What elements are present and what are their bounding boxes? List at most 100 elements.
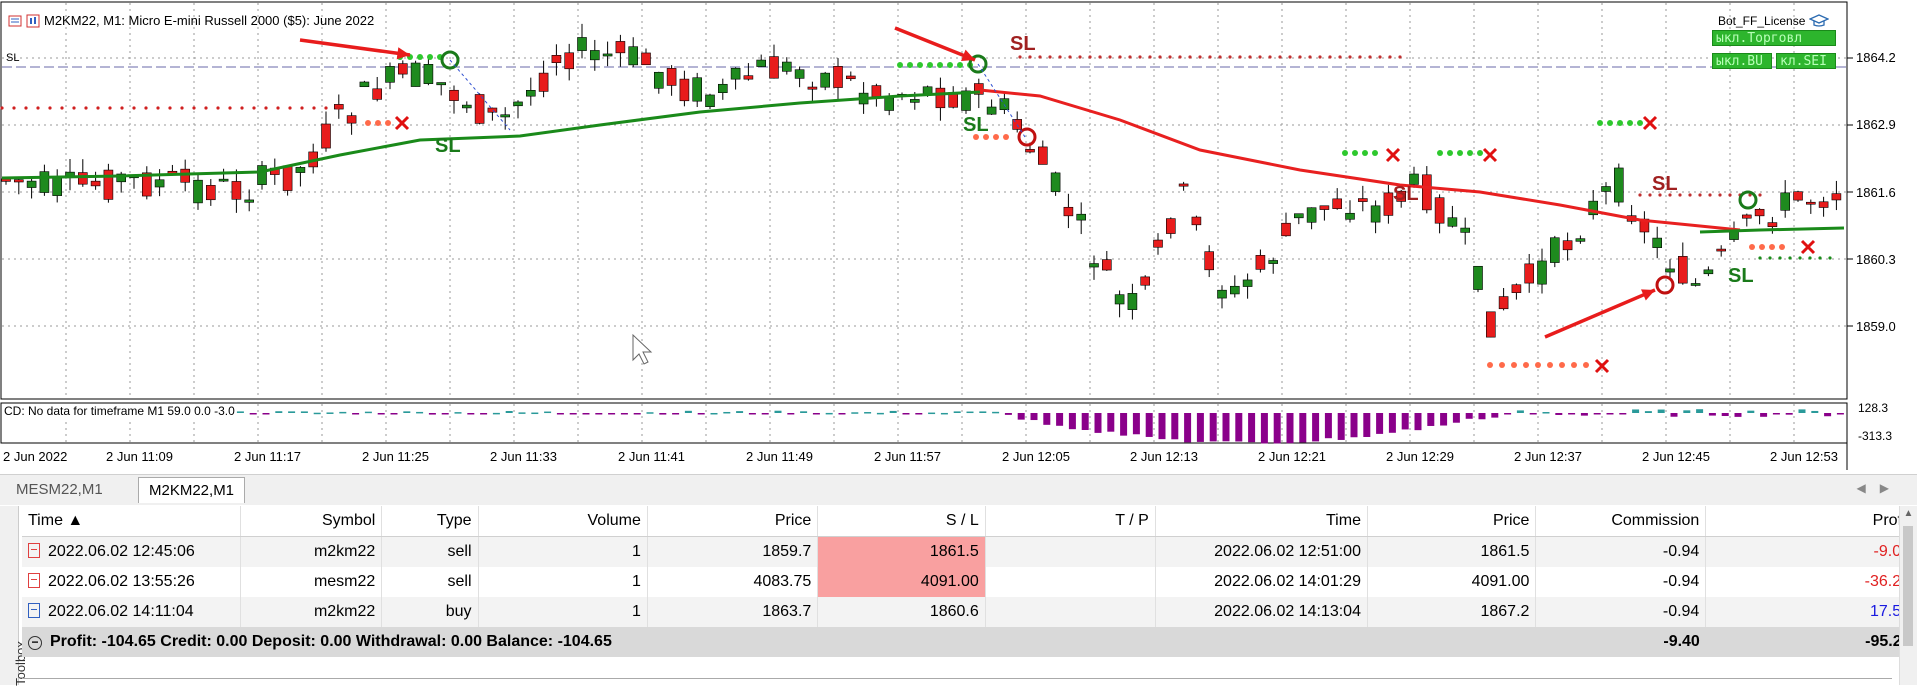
moving-average-green xyxy=(1699,226,1845,234)
signal-dots-green xyxy=(947,62,953,68)
toggle-trading-button[interactable]: ыкл.Торговл xyxy=(1712,30,1836,46)
chart-menu-icon[interactable] xyxy=(8,14,22,28)
tp-dotted-line xyxy=(1788,256,1792,260)
macd-bar xyxy=(1056,413,1064,426)
macd-bar xyxy=(262,413,270,415)
col-price[interactable]: Price xyxy=(647,506,819,537)
candle-bull xyxy=(705,94,715,107)
toggle-bu-button[interactable]: ыкл.BU xyxy=(1712,53,1772,69)
scroll-thumb[interactable] xyxy=(1903,526,1913,646)
sl-dotted-line xyxy=(1318,55,1322,59)
sl-dotted-line xyxy=(1698,193,1702,197)
col-volume[interactable]: Volume xyxy=(478,506,648,537)
toggle-sell-button[interactable]: кл.SEI xyxy=(1776,53,1836,69)
candle-bull xyxy=(410,62,421,87)
tab-mesm22[interactable]: MESM22,M1 xyxy=(16,481,103,498)
time-label: 2 Jun 11:25 xyxy=(362,449,429,464)
macd-bar xyxy=(992,411,1000,414)
col-commission[interactable]: Commission xyxy=(1535,506,1707,537)
horizontal-scrollbar[interactable] xyxy=(22,678,1892,686)
macd-bar xyxy=(1644,411,1652,413)
chart-area[interactable]: SL SL SL SL SL SL M2KM22, M1: Micro E-mini Ru… xyxy=(0,0,1917,472)
time-label: 2 Jun 11:33 xyxy=(490,449,557,464)
vertical-scrollbar[interactable]: ▲ xyxy=(1899,506,1917,685)
col-open-time[interactable]: Time ▲ xyxy=(22,506,242,537)
sl-dotted-line xyxy=(1328,55,1332,59)
toolbox-strip[interactable]: Toolbox xyxy=(0,506,28,686)
sl-dotted-line xyxy=(276,106,280,110)
candle-bear xyxy=(1281,222,1291,237)
macd-bar xyxy=(979,411,987,413)
sl-dotted-line xyxy=(108,106,112,110)
sl-dotted-line xyxy=(1098,55,1102,59)
scroll-up-icon[interactable]: ▲ xyxy=(1903,508,1914,519)
macd-bar xyxy=(441,413,449,415)
col-label: Time xyxy=(28,512,63,529)
signal-dots-red xyxy=(983,134,989,140)
macd-bar xyxy=(1363,413,1371,437)
macd-bar xyxy=(390,413,398,415)
col-tp[interactable]: T / P xyxy=(985,506,1156,537)
candle-bear xyxy=(551,55,562,64)
sl-dotted-line xyxy=(1288,55,1292,59)
sl-dotted-line xyxy=(168,106,172,110)
signal-dots-red xyxy=(1547,362,1553,368)
macd-bar xyxy=(544,411,552,414)
open-time-text: 2022.06.02 13:55:26 xyxy=(48,573,195,590)
candle-bear xyxy=(1153,239,1163,248)
macd-bar xyxy=(864,412,872,414)
summary-profit: -95.25 xyxy=(1705,627,1917,657)
collapse-icon[interactable]: − xyxy=(28,636,42,650)
sl-dotted-line xyxy=(1368,55,1372,59)
arrow-head xyxy=(396,47,410,60)
macd-bar xyxy=(1209,413,1217,442)
price-label: 1859.0 xyxy=(1856,319,1896,334)
candle-bull xyxy=(589,50,600,61)
table-row[interactable]: 2022.06.02 14:11:04 m2km22 buy 1 1863.7 … xyxy=(22,597,1917,627)
chart-tabs: MESM22,M1 M2KM22,M1 ◀▶ xyxy=(0,474,1917,505)
signal-dots-red xyxy=(1583,362,1589,368)
chart-properties-icon[interactable] xyxy=(26,14,40,28)
col-profit[interactable]: Profit xyxy=(1705,506,1917,537)
macd-bar xyxy=(339,411,347,414)
cell-price: 4083.75 xyxy=(647,567,819,597)
close-x-icon xyxy=(1385,147,1401,163)
col-type[interactable]: Type xyxy=(381,506,479,537)
mouse-cursor-icon xyxy=(632,333,653,365)
sl-dotted-line xyxy=(1018,55,1022,59)
table-row[interactable]: 2022.06.02 13:55:26 mesm22 sell 1 4083.7… xyxy=(22,567,1917,597)
macd-bar xyxy=(1158,413,1166,440)
col-close-time[interactable]: Time xyxy=(1155,506,1368,537)
candle-bear xyxy=(487,107,498,113)
signal-dots-red xyxy=(1487,362,1493,368)
tab-scroll-arrows[interactable]: ◀▶ xyxy=(1856,481,1903,495)
tab-m2km22[interactable]: M2KM22,M1 xyxy=(138,477,246,503)
candle-bear xyxy=(1038,146,1048,165)
cell-open-time: 2022.06.02 12:45:06 xyxy=(22,536,242,567)
candle-bull xyxy=(961,90,971,111)
signal-dots-green xyxy=(897,62,903,68)
price-chart[interactable]: SL SL SL SL SL SL xyxy=(0,0,1917,472)
macd-bar xyxy=(928,412,936,415)
macd-bar xyxy=(697,413,705,415)
candle-bull xyxy=(1780,192,1790,211)
candle-bear xyxy=(1191,216,1202,226)
candle-bull xyxy=(436,82,447,86)
col-sl[interactable]: S / L xyxy=(817,506,986,537)
sl-dotted-line xyxy=(24,106,28,110)
cell-tp xyxy=(985,536,1156,567)
macd-bar xyxy=(800,411,808,413)
candle-bull xyxy=(820,72,831,88)
candle-bear xyxy=(1524,263,1534,284)
table-row[interactable]: 2022.06.02 12:45:06 m2km22 sell 1 1859.7… xyxy=(22,536,1917,567)
candle-bear xyxy=(397,63,408,75)
candle-bull xyxy=(756,59,767,67)
col-close-price[interactable]: Price xyxy=(1367,506,1537,537)
cell-open-time: 2022.06.02 13:55:26 xyxy=(22,567,242,597)
macd-bar xyxy=(249,413,257,415)
macd-bar xyxy=(467,413,475,415)
candle-bear xyxy=(1511,284,1522,293)
tp-dotted-line xyxy=(1768,256,1772,260)
indicator-pane-frame xyxy=(0,402,1848,444)
col-symbol[interactable]: Symbol xyxy=(240,506,383,537)
